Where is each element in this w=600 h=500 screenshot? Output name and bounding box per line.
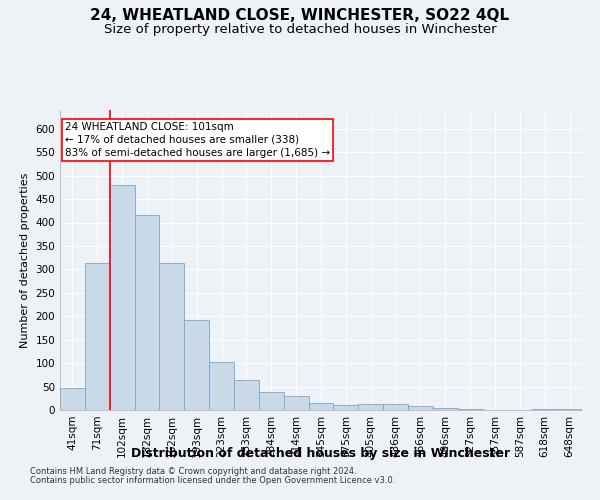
Bar bbox=[458, 408, 482, 410]
Bar bbox=[110, 185, 134, 410]
Bar bbox=[234, 380, 259, 410]
Bar bbox=[209, 362, 234, 410]
Bar bbox=[160, 263, 184, 410]
Bar bbox=[408, 406, 433, 410]
Text: Distribution of detached houses by size in Winchester: Distribution of detached houses by size … bbox=[131, 448, 511, 460]
Text: 24 WHEATLAND CLOSE: 101sqm
← 17% of detached houses are smaller (338)
83% of sem: 24 WHEATLAND CLOSE: 101sqm ← 17% of deta… bbox=[65, 122, 330, 158]
Text: 24, WHEATLAND CLOSE, WINCHESTER, SO22 4QL: 24, WHEATLAND CLOSE, WINCHESTER, SO22 4Q… bbox=[91, 8, 509, 22]
Bar bbox=[85, 263, 110, 410]
Text: Contains public sector information licensed under the Open Government Licence v3: Contains public sector information licen… bbox=[30, 476, 395, 485]
Bar bbox=[557, 408, 582, 410]
Bar bbox=[134, 215, 160, 410]
Bar bbox=[259, 392, 284, 410]
Bar bbox=[184, 320, 209, 410]
Bar bbox=[60, 388, 85, 410]
Bar bbox=[308, 404, 334, 410]
Bar bbox=[433, 408, 458, 410]
Text: Size of property relative to detached houses in Winchester: Size of property relative to detached ho… bbox=[104, 22, 496, 36]
Bar bbox=[532, 408, 557, 410]
Bar bbox=[358, 404, 383, 410]
Y-axis label: Number of detached properties: Number of detached properties bbox=[20, 172, 30, 348]
Bar bbox=[284, 396, 308, 410]
Bar bbox=[383, 404, 408, 410]
Text: Contains HM Land Registry data © Crown copyright and database right 2024.: Contains HM Land Registry data © Crown c… bbox=[30, 467, 356, 476]
Bar bbox=[334, 406, 358, 410]
